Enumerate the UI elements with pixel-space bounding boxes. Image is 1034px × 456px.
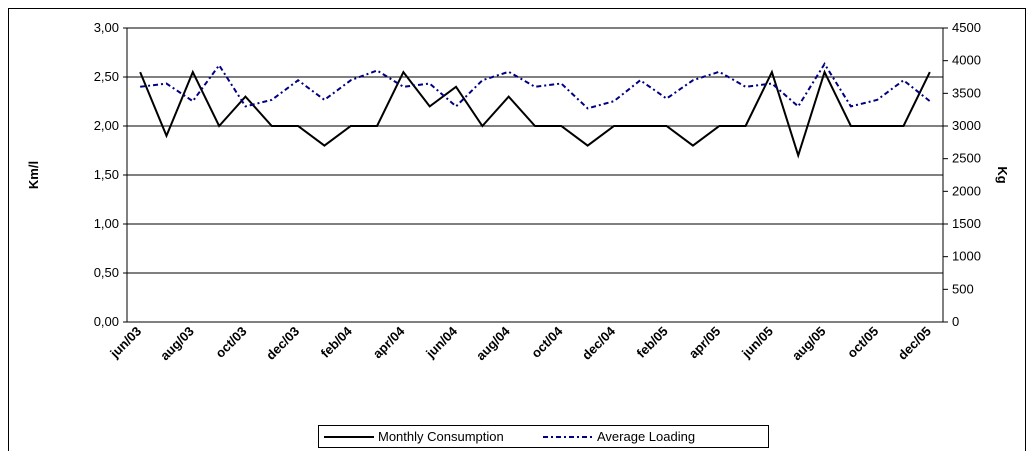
y2-tick-label: 3500 xyxy=(952,85,981,100)
y2-tick-label: 1000 xyxy=(952,249,981,264)
y2-tick-label: 500 xyxy=(952,281,974,296)
y2-axis-title: Kg xyxy=(995,166,1010,183)
y2-tick-label: 2000 xyxy=(952,183,981,198)
legend-label: Average Loading xyxy=(597,429,695,444)
series-line xyxy=(139,69,931,159)
y2-tick-label: 4500 xyxy=(952,20,981,35)
y2-tick-label: 4000 xyxy=(952,53,981,68)
y-tick-label: 2,00 xyxy=(94,118,119,133)
y-tick-label: 1,00 xyxy=(94,216,119,231)
series-line xyxy=(140,62,931,110)
y2-tick-label: 3000 xyxy=(952,118,981,133)
y2-tick-label: 2500 xyxy=(952,151,981,166)
legend-label: Monthly Consumption xyxy=(378,429,504,444)
plot-area xyxy=(126,27,944,323)
y-tick-label: 0,50 xyxy=(94,265,119,280)
y-tick-label: 2,50 xyxy=(94,69,119,84)
y2-tick-label: 0 xyxy=(952,314,959,329)
y-tick-label: 3,00 xyxy=(94,20,119,35)
y-axis-title: Km/l xyxy=(26,161,41,189)
y-tick-label: 1,50 xyxy=(94,167,119,182)
y2-tick-label: 1500 xyxy=(952,216,981,231)
chart-frame xyxy=(8,8,1026,456)
y-tick-label: 0,00 xyxy=(94,314,119,329)
